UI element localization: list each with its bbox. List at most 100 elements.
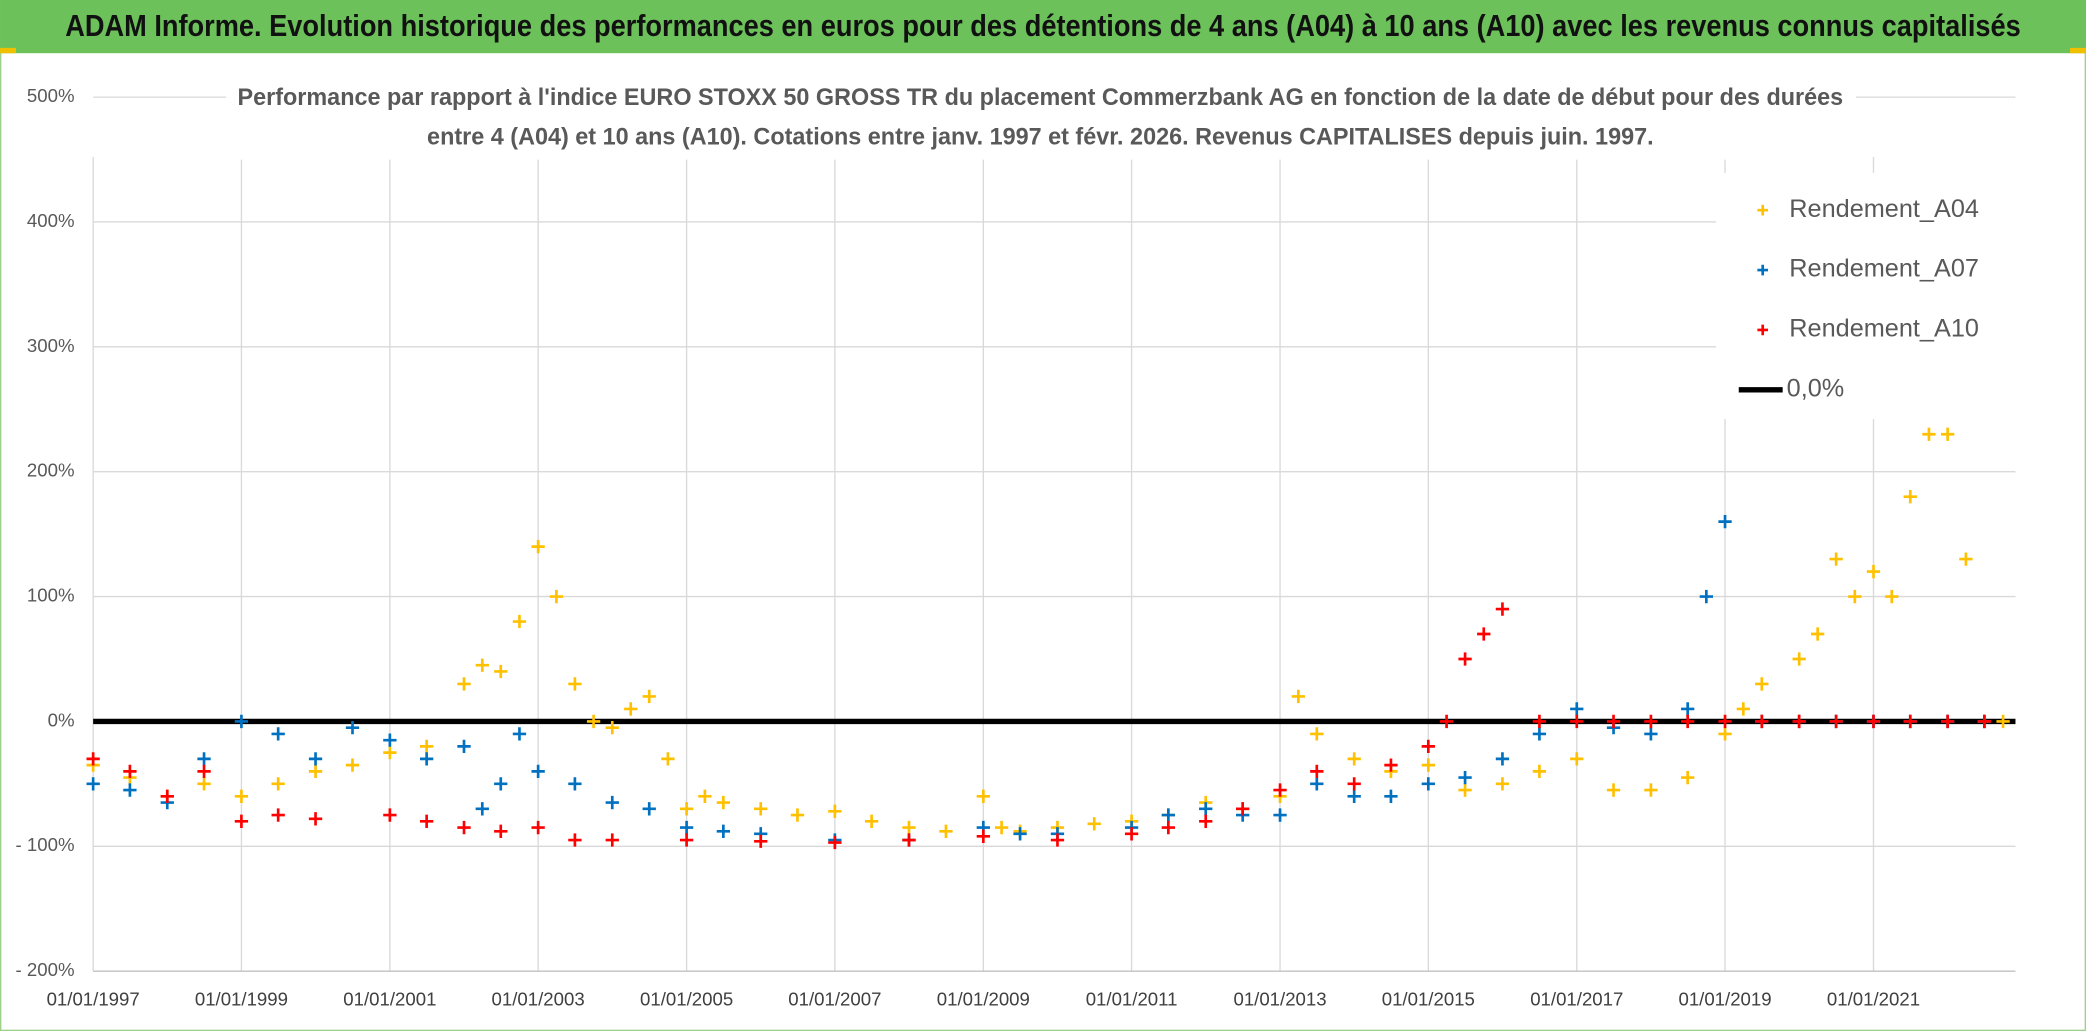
x-tick-label: 01/01/2001 bbox=[343, 988, 436, 1009]
y-tick-label: - 100% bbox=[16, 834, 75, 855]
data-point bbox=[1810, 627, 1825, 641]
data-point bbox=[1903, 714, 1917, 729]
data-point bbox=[1959, 552, 1973, 566]
x-tick-label: 01/01/2013 bbox=[1233, 988, 1326, 1009]
data-point bbox=[457, 677, 471, 691]
data-point bbox=[828, 835, 842, 850]
data-point bbox=[1013, 827, 1027, 841]
data-point bbox=[1866, 714, 1881, 729]
data-point bbox=[605, 795, 619, 810]
header-title: ADAM Informe. Evolution historique des p… bbox=[65, 9, 2021, 43]
data-point bbox=[698, 789, 712, 803]
data-point bbox=[624, 702, 638, 716]
data-point bbox=[494, 824, 508, 838]
y-tick-label: 200% bbox=[27, 460, 75, 481]
x-tick-label: 01/01/2019 bbox=[1678, 988, 1771, 1009]
corner-mark bbox=[0, 47, 16, 54]
data-point bbox=[642, 802, 656, 816]
data-point bbox=[679, 833, 694, 847]
data-point bbox=[994, 820, 1009, 835]
data-point bbox=[902, 833, 916, 847]
data-point bbox=[383, 733, 397, 747]
x-tick-label: 01/01/2007 bbox=[788, 988, 881, 1009]
data-point bbox=[1570, 752, 1584, 766]
legend-label: Rendement_A10 bbox=[1789, 315, 1979, 343]
y-tick-label: 0% bbox=[48, 709, 75, 730]
data-point bbox=[1161, 808, 1175, 822]
data-point bbox=[1199, 802, 1213, 816]
data-point bbox=[1495, 777, 1510, 791]
data-point bbox=[1718, 714, 1732, 729]
data-point bbox=[549, 589, 564, 604]
data-point bbox=[1124, 827, 1139, 841]
data-point bbox=[1755, 677, 1769, 691]
data-point bbox=[902, 820, 916, 835]
data-point bbox=[1606, 783, 1621, 797]
data-point bbox=[976, 789, 990, 803]
data-point bbox=[419, 814, 434, 828]
data-point bbox=[494, 664, 508, 679]
legend-marker bbox=[1757, 204, 1769, 216]
data-point bbox=[308, 764, 323, 779]
data-point bbox=[234, 714, 249, 729]
data-point bbox=[1644, 727, 1658, 741]
data-point bbox=[345, 758, 360, 772]
data-point bbox=[754, 802, 768, 816]
data-point bbox=[1421, 777, 1435, 791]
data-point bbox=[864, 814, 879, 828]
x-tick-label: 01/01/2009 bbox=[937, 988, 1030, 1009]
data-point bbox=[1477, 627, 1491, 641]
data-point bbox=[1940, 714, 1955, 729]
data-point bbox=[1310, 727, 1324, 741]
plot-background bbox=[93, 97, 2016, 972]
data-point bbox=[568, 777, 582, 791]
data-point bbox=[1384, 758, 1398, 772]
data-point bbox=[86, 752, 100, 766]
data-point bbox=[1532, 727, 1547, 741]
data-point bbox=[1310, 764, 1324, 779]
data-point bbox=[1903, 490, 1917, 504]
data-point bbox=[1495, 752, 1510, 766]
data-point bbox=[1347, 789, 1361, 803]
data-point bbox=[1236, 802, 1250, 816]
x-tick-label: 01/01/1997 bbox=[47, 988, 140, 1009]
x-tick-label: 01/01/2011 bbox=[1086, 988, 1178, 1009]
y-tick-label: 400% bbox=[27, 210, 75, 231]
y-tick-label: 300% bbox=[27, 335, 75, 356]
legend-marker bbox=[1757, 264, 1769, 276]
data-point bbox=[1829, 714, 1843, 729]
data-point bbox=[197, 764, 211, 779]
data-point bbox=[568, 677, 582, 691]
data-point bbox=[642, 689, 656, 704]
data-point bbox=[1829, 552, 1843, 566]
data-point bbox=[1570, 714, 1584, 729]
data-point bbox=[234, 814, 249, 828]
data-point bbox=[271, 727, 285, 741]
data-point bbox=[1458, 783, 1472, 797]
data-point bbox=[1458, 652, 1472, 666]
data-point bbox=[1421, 739, 1435, 754]
chart-subtitle: Performance par rapport à l'indice EURO … bbox=[237, 84, 1843, 111]
data-point bbox=[661, 752, 675, 766]
data-point bbox=[1347, 752, 1361, 766]
data-point bbox=[1922, 427, 1936, 441]
data-point bbox=[1310, 777, 1324, 791]
data-point bbox=[1532, 764, 1547, 779]
data-point bbox=[197, 752, 211, 766]
data-point bbox=[1384, 789, 1398, 803]
legend-marker bbox=[1757, 324, 1769, 336]
y-tick-label: - 200% bbox=[16, 959, 75, 980]
data-point bbox=[1718, 727, 1732, 741]
data-point bbox=[383, 808, 397, 822]
x-tick-label: 01/01/2021 bbox=[1827, 988, 1920, 1009]
data-point bbox=[679, 820, 694, 835]
data-point bbox=[512, 614, 527, 629]
data-point bbox=[1681, 714, 1695, 729]
data-point bbox=[123, 764, 137, 779]
data-point bbox=[1532, 714, 1547, 729]
data-point bbox=[605, 833, 619, 847]
header-bar bbox=[0, 0, 2086, 54]
data-point bbox=[1458, 770, 1472, 785]
x-tick-label: 01/01/2005 bbox=[640, 988, 733, 1009]
